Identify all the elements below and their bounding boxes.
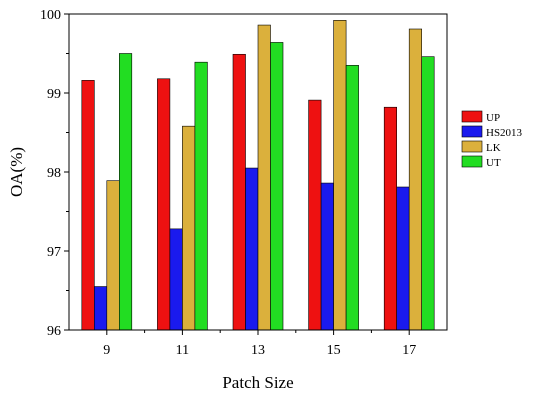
x-tick-label: 15	[327, 343, 341, 358]
bar-up-13	[232, 53, 246, 331]
bar-hs2013-9	[94, 286, 108, 331]
legend-swatch-hs2013	[461, 125, 483, 138]
y-axis-title: OA(%)	[7, 147, 26, 197]
bar-hs2013-13	[245, 167, 259, 331]
x-tick-label: 11	[176, 343, 189, 358]
legend-swatch-ut	[461, 155, 483, 168]
legend-label-up: UP	[486, 112, 500, 124]
bar-hs2013-11	[169, 228, 183, 331]
legend-label-hs2013: HS2013	[486, 127, 523, 139]
bar-up-9	[81, 80, 95, 331]
legend-label-ut: UT	[486, 157, 501, 169]
bar-up-15	[308, 99, 322, 331]
bar-ut-13	[270, 42, 284, 331]
bar-lk-11	[182, 125, 196, 331]
legend-swatch-up	[461, 110, 483, 123]
bar-lk-9	[106, 180, 120, 331]
axis-ticks: 96 97 98 99 100 9 11 13 15 17	[40, 8, 416, 358]
y-tick-label: 96	[47, 324, 61, 339]
y-tick-label: 100	[40, 8, 61, 23]
bar-ut-17	[421, 56, 435, 331]
x-tick-label: 17	[402, 343, 416, 358]
y-tick-label: 99	[47, 87, 61, 102]
bar-hs2013-15	[320, 182, 334, 331]
bar-up-11	[157, 78, 171, 331]
bar-hs2013-17	[396, 186, 410, 331]
legend-label-lk: LK	[486, 142, 501, 154]
x-axis-title: Patch Size	[222, 373, 293, 392]
y-tick-label: 97	[47, 245, 61, 260]
legend-swatch-lk	[461, 140, 483, 153]
bar-lk-15	[333, 20, 347, 331]
bar-ut-9	[119, 53, 133, 331]
x-tick-label: 9	[103, 343, 110, 358]
bar-ut-15	[345, 65, 359, 331]
bar-lk-17	[408, 28, 423, 331]
bar-ut-11	[194, 61, 208, 331]
y-tick-label: 98	[47, 166, 61, 181]
bar-lk-13	[257, 24, 271, 331]
bars-group	[81, 20, 435, 331]
x-tick-label: 13	[251, 343, 265, 358]
legend: UP HS2013 LK UT	[461, 110, 523, 169]
bar-up-17	[383, 106, 398, 331]
